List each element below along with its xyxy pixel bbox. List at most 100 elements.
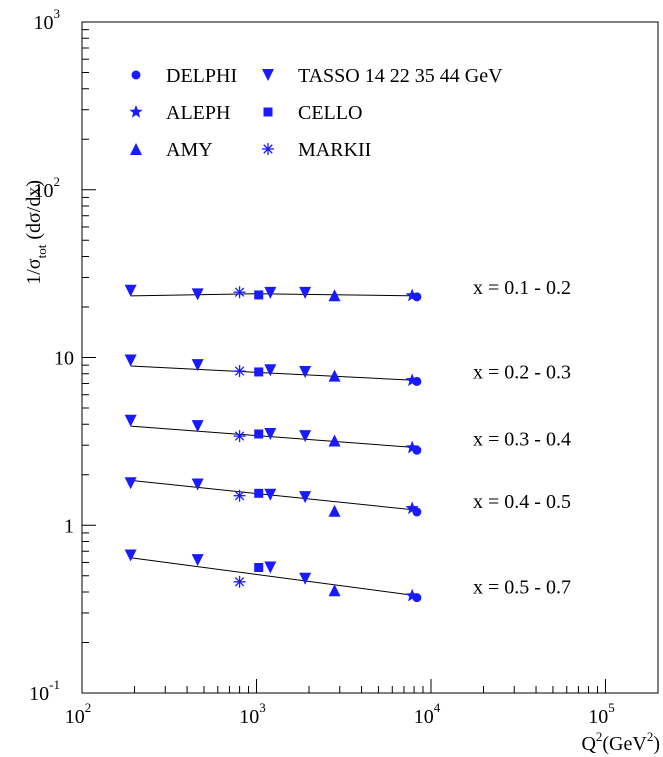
data-point-tasso — [299, 572, 312, 585]
square-marker — [254, 367, 264, 377]
data-point-markii — [233, 575, 246, 588]
data-point-tasso — [191, 420, 204, 433]
data-point-markii — [233, 286, 246, 299]
triangle-down-marker — [264, 427, 277, 440]
square-marker — [254, 290, 264, 300]
triangle-up-marker — [328, 369, 341, 382]
x-axis-label: Q2(GeV2) — [581, 729, 660, 755]
data-point-tasso — [264, 364, 277, 377]
data-point-cello — [254, 290, 264, 300]
x-tick-label-base: 10 — [239, 706, 259, 728]
legend-item: AMY — [130, 139, 213, 161]
data-point-amy — [328, 434, 341, 447]
fit-line — [130, 293, 417, 297]
legend-marker — [129, 105, 143, 118]
legend-label: ALEPH — [166, 102, 230, 124]
x-axis-label-unit-close: ) — [653, 733, 660, 755]
data-point-cello — [254, 429, 264, 439]
x-tick-label: 104 — [414, 700, 441, 728]
asterisk-stroke — [234, 491, 245, 501]
data-point-tasso — [124, 549, 137, 562]
circle-marker — [412, 376, 422, 386]
triangle-up-marker — [130, 143, 142, 155]
triangle-down-marker — [299, 365, 312, 378]
circle-marker — [412, 445, 422, 455]
legend-item: CELLO — [263, 102, 362, 124]
data-point-tasso — [191, 554, 204, 567]
triangle-down-marker — [124, 414, 137, 427]
data-point-aleph — [405, 440, 419, 454]
data-point-tasso — [191, 288, 204, 301]
triangle-down-marker — [191, 554, 204, 567]
star-marker — [405, 501, 419, 515]
triangle-down-marker — [262, 69, 274, 81]
circle-marker — [412, 292, 422, 302]
bin-label: x = 0.2 - 0.3 — [473, 361, 571, 383]
square-marker — [254, 562, 264, 572]
y-axis-label-suffix: (dσ/dx) — [23, 180, 45, 245]
bin-label: x = 0.5 - 0.7 — [473, 577, 571, 599]
triangle-down-marker — [191, 359, 204, 372]
data-point-amy — [328, 504, 341, 517]
triangle-up-marker — [328, 434, 341, 447]
x-axis-label-unit-sup: 2 — [647, 729, 654, 744]
triangle-down-marker — [299, 286, 312, 299]
y-tick-label-exp: 2 — [54, 174, 61, 189]
triangle-up-marker — [328, 584, 341, 597]
fit-line — [130, 557, 417, 597]
y-tick-label-base: 1 — [64, 515, 74, 537]
star-marker — [405, 373, 419, 387]
legend-label: DELPHI — [166, 65, 237, 87]
triangle-up-marker — [328, 504, 341, 517]
data-point-delphi — [412, 376, 422, 386]
triangle-down-marker — [191, 478, 204, 491]
square-marker — [254, 488, 264, 498]
data-point-tasso — [264, 427, 277, 440]
data-point-amy — [328, 289, 341, 302]
x-tick-label-exp: 4 — [434, 700, 441, 715]
data-point-amy — [328, 369, 341, 382]
legend-marker — [263, 107, 273, 117]
data-point-aleph — [405, 501, 419, 515]
triangle-down-marker — [264, 364, 277, 377]
x-tick-label-exp: 5 — [608, 700, 615, 715]
data-point-tasso — [299, 430, 312, 443]
x-tick-label-exp: 3 — [259, 700, 266, 715]
data-point-markii — [233, 489, 246, 502]
circle-marker — [412, 507, 422, 517]
data-point-tasso — [264, 561, 277, 574]
x-tick-label: 103 — [239, 700, 266, 728]
data-point-tasso — [124, 354, 137, 367]
x-tick-label-exp: 2 — [85, 700, 92, 715]
asterisk-stroke — [263, 144, 273, 154]
data-point-delphi — [412, 593, 422, 603]
bin-label: x = 0.3 - 0.4 — [473, 429, 571, 451]
triangle-down-marker — [264, 286, 277, 299]
y-tick-label: 10-1 — [29, 677, 60, 705]
square-marker — [263, 107, 273, 117]
data-point-tasso — [124, 284, 137, 297]
asterisk-stroke — [234, 577, 245, 587]
bin-label: x = 0.1 - 0.2 — [473, 277, 571, 299]
circle-marker — [131, 70, 141, 80]
triangle-down-marker — [299, 491, 312, 504]
data-point-aleph — [405, 288, 419, 302]
y-axis-label: 1/σtot (dσ/dx) — [23, 180, 49, 285]
legend-marker — [262, 69, 274, 81]
data-point-markii — [233, 365, 246, 378]
bin-labels: x = 0.1 - 0.2 x = 0.2 - 0.3 x = 0.3 - 0.4 x… — [473, 277, 571, 599]
triangle-down-marker — [124, 284, 137, 297]
legend-label: AMY — [166, 139, 213, 161]
asterisk-stroke — [234, 431, 245, 441]
x-axis-label-sup: 2 — [596, 729, 603, 744]
data-point-tasso — [299, 286, 312, 299]
data-point-delphi — [412, 445, 422, 455]
legend-marker — [262, 143, 274, 155]
legend-item: MARKII — [262, 139, 371, 161]
fit-lines — [130, 293, 417, 597]
data-point-cello — [254, 562, 264, 572]
x-axis-label-base: Q — [581, 733, 596, 755]
y-tick-label-exp: 3 — [54, 6, 61, 21]
square-marker — [254, 429, 264, 439]
triangle-down-marker — [299, 430, 312, 443]
